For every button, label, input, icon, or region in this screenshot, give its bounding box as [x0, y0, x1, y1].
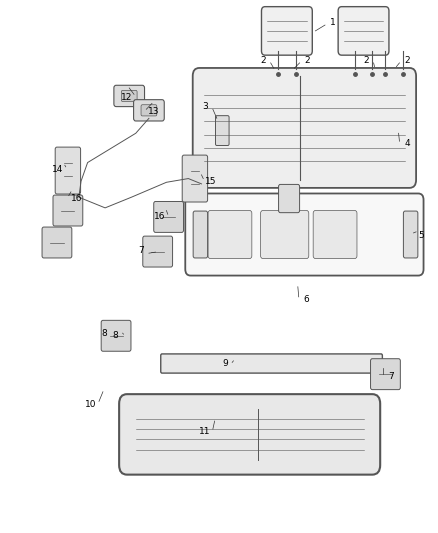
Text: 8: 8 [112, 332, 118, 340]
FancyBboxPatch shape [185, 193, 424, 276]
FancyBboxPatch shape [154, 201, 184, 232]
FancyBboxPatch shape [193, 68, 416, 188]
FancyBboxPatch shape [143, 236, 173, 267]
FancyBboxPatch shape [134, 100, 164, 121]
FancyBboxPatch shape [279, 184, 300, 213]
Text: 2: 2 [260, 56, 265, 64]
Text: 11: 11 [199, 427, 211, 436]
Text: 15: 15 [205, 177, 217, 185]
Text: 7: 7 [138, 246, 144, 255]
FancyBboxPatch shape [338, 7, 389, 55]
Text: 13: 13 [148, 108, 160, 116]
FancyBboxPatch shape [261, 211, 309, 259]
FancyBboxPatch shape [42, 227, 72, 258]
Text: 8: 8 [101, 329, 107, 337]
FancyBboxPatch shape [101, 320, 131, 351]
Text: 12: 12 [120, 93, 132, 101]
FancyBboxPatch shape [161, 354, 382, 373]
Text: 2: 2 [305, 56, 310, 64]
Text: 2: 2 [405, 56, 410, 64]
Text: 14: 14 [52, 165, 64, 174]
FancyBboxPatch shape [193, 211, 208, 258]
Text: 1: 1 [330, 18, 336, 27]
Text: 16: 16 [71, 194, 82, 203]
FancyBboxPatch shape [403, 211, 418, 258]
FancyBboxPatch shape [55, 147, 81, 194]
FancyBboxPatch shape [53, 195, 83, 226]
FancyBboxPatch shape [141, 104, 157, 116]
Text: 7: 7 [388, 373, 394, 381]
Text: 10: 10 [85, 400, 97, 408]
FancyBboxPatch shape [261, 7, 312, 55]
FancyBboxPatch shape [119, 394, 380, 474]
FancyBboxPatch shape [182, 155, 208, 202]
FancyBboxPatch shape [208, 211, 252, 259]
FancyBboxPatch shape [215, 116, 229, 146]
Text: 9: 9 [223, 359, 229, 368]
Text: 3: 3 [202, 102, 208, 111]
Text: 4: 4 [405, 140, 410, 148]
Text: 5: 5 [418, 231, 424, 240]
Text: 2: 2 [363, 56, 368, 64]
FancyBboxPatch shape [114, 85, 145, 107]
Text: 16: 16 [154, 213, 166, 221]
FancyBboxPatch shape [121, 90, 137, 101]
FancyBboxPatch shape [371, 359, 400, 390]
Text: 6: 6 [304, 295, 310, 304]
FancyBboxPatch shape [313, 211, 357, 259]
